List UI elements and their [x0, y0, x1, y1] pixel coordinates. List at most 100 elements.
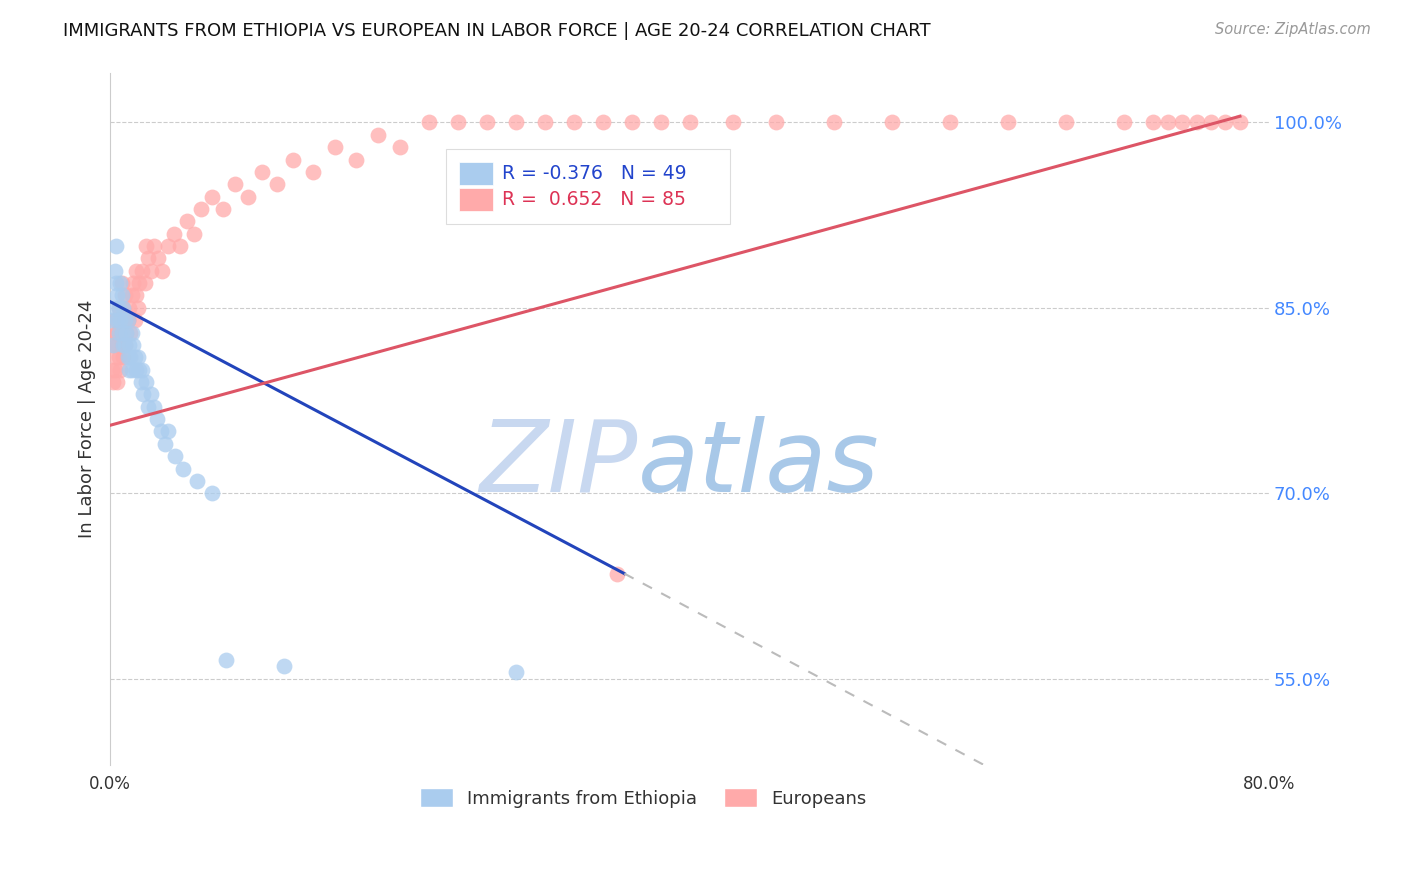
- Europeans: [224, 178, 246, 192]
- Europeans: [1185, 115, 1208, 129]
- Immigrants from Ethiopia: [111, 288, 134, 302]
- Immigrants from Ethiopia: [104, 276, 127, 290]
- Immigrants from Ethiopia: [121, 362, 143, 376]
- Text: R = -0.376   N = 49: R = -0.376 N = 49: [502, 164, 686, 183]
- Europeans: [136, 252, 159, 266]
- Immigrants from Ethiopia: [129, 375, 152, 389]
- Immigrants from Ethiopia: [108, 301, 131, 315]
- Immigrants from Ethiopia: [139, 387, 162, 401]
- Europeans: [302, 165, 325, 179]
- Immigrants from Ethiopia: [107, 313, 129, 327]
- Europeans: [139, 264, 162, 278]
- Europeans: [1112, 115, 1135, 129]
- Europeans: [112, 351, 135, 365]
- Immigrants from Ethiopia: [132, 387, 155, 401]
- Europeans: [108, 301, 131, 315]
- Europeans: [176, 214, 198, 228]
- Immigrants from Ethiopia: [110, 276, 132, 290]
- Europeans: [101, 338, 124, 352]
- Europeans: [1142, 115, 1164, 129]
- Europeans: [388, 140, 411, 154]
- Europeans: [678, 115, 700, 129]
- Europeans: [111, 276, 134, 290]
- Immigrants from Ethiopia: [128, 362, 150, 376]
- Europeans: [124, 313, 146, 327]
- Immigrants from Ethiopia: [118, 362, 141, 376]
- Europeans: [128, 276, 150, 290]
- Immigrants from Ethiopia: [115, 326, 138, 340]
- Europeans: [266, 178, 288, 192]
- FancyBboxPatch shape: [446, 149, 730, 224]
- Europeans: [112, 301, 135, 315]
- Immigrants from Ethiopia: [122, 338, 145, 352]
- Europeans: [212, 202, 235, 216]
- Europeans: [114, 338, 136, 352]
- Immigrants from Ethiopia: [153, 437, 176, 451]
- Europeans: [118, 301, 141, 315]
- Europeans: [125, 288, 148, 302]
- Europeans: [127, 301, 149, 315]
- Europeans: [997, 115, 1019, 129]
- Europeans: [107, 375, 129, 389]
- Immigrants from Ethiopia: [165, 449, 187, 463]
- Immigrants from Ethiopia: [145, 412, 167, 426]
- Europeans: [190, 202, 212, 216]
- Europeans: [169, 239, 191, 253]
- Immigrants from Ethiopia: [273, 659, 295, 673]
- Europeans: [1215, 115, 1237, 129]
- Europeans: [367, 128, 389, 142]
- Immigrants from Ethiopia: [110, 313, 132, 327]
- Europeans: [111, 326, 134, 340]
- Europeans: [110, 313, 132, 327]
- Immigrants from Ethiopia: [104, 239, 127, 253]
- Immigrants from Ethiopia: [107, 288, 129, 302]
- Immigrants from Ethiopia: [101, 338, 124, 352]
- Text: atlas: atlas: [637, 416, 879, 513]
- Europeans: [134, 276, 156, 290]
- Immigrants from Ethiopia: [172, 461, 194, 475]
- Text: ZIP: ZIP: [479, 416, 637, 513]
- Europeans: [103, 362, 125, 376]
- Text: IMMIGRANTS FROM ETHIOPIA VS EUROPEAN IN LABOR FORCE | AGE 20-24 CORRELATION CHAR: IMMIGRANTS FROM ETHIOPIA VS EUROPEAN IN …: [63, 22, 931, 40]
- Europeans: [146, 252, 169, 266]
- Immigrants from Ethiopia: [118, 338, 141, 352]
- Europeans: [183, 227, 205, 241]
- Europeans: [1054, 115, 1077, 129]
- Europeans: [200, 189, 222, 203]
- Europeans: [131, 264, 153, 278]
- Immigrants from Ethiopia: [108, 326, 131, 340]
- Immigrants from Ethiopia: [103, 301, 125, 315]
- Europeans: [120, 326, 142, 340]
- Immigrants from Ethiopia: [114, 313, 136, 327]
- Immigrants from Ethiopia: [505, 665, 527, 680]
- Europeans: [281, 153, 304, 167]
- Europeans: [125, 264, 148, 278]
- Immigrants from Ethiopia: [131, 362, 153, 376]
- Legend: Immigrants from Ethiopia, Europeans: Immigrants from Ethiopia, Europeans: [413, 781, 873, 815]
- Immigrants from Ethiopia: [100, 313, 122, 327]
- Europeans: [101, 375, 124, 389]
- Europeans: [765, 115, 787, 129]
- Europeans: [135, 239, 157, 253]
- Immigrants from Ethiopia: [215, 653, 238, 667]
- Europeans: [606, 566, 628, 581]
- Immigrants from Ethiopia: [142, 400, 165, 414]
- Europeans: [157, 239, 180, 253]
- Europeans: [475, 115, 498, 129]
- Immigrants from Ethiopia: [114, 338, 136, 352]
- Immigrants from Ethiopia: [125, 362, 148, 376]
- Europeans: [533, 115, 555, 129]
- Europeans: [418, 115, 440, 129]
- Europeans: [142, 239, 165, 253]
- Europeans: [104, 326, 127, 340]
- Europeans: [882, 115, 904, 129]
- Europeans: [1156, 115, 1178, 129]
- FancyBboxPatch shape: [458, 188, 492, 211]
- Europeans: [1229, 115, 1251, 129]
- Europeans: [650, 115, 672, 129]
- Europeans: [1171, 115, 1194, 129]
- Europeans: [323, 140, 346, 154]
- Immigrants from Ethiopia: [149, 425, 172, 439]
- Europeans: [620, 115, 643, 129]
- Immigrants from Ethiopia: [112, 301, 135, 315]
